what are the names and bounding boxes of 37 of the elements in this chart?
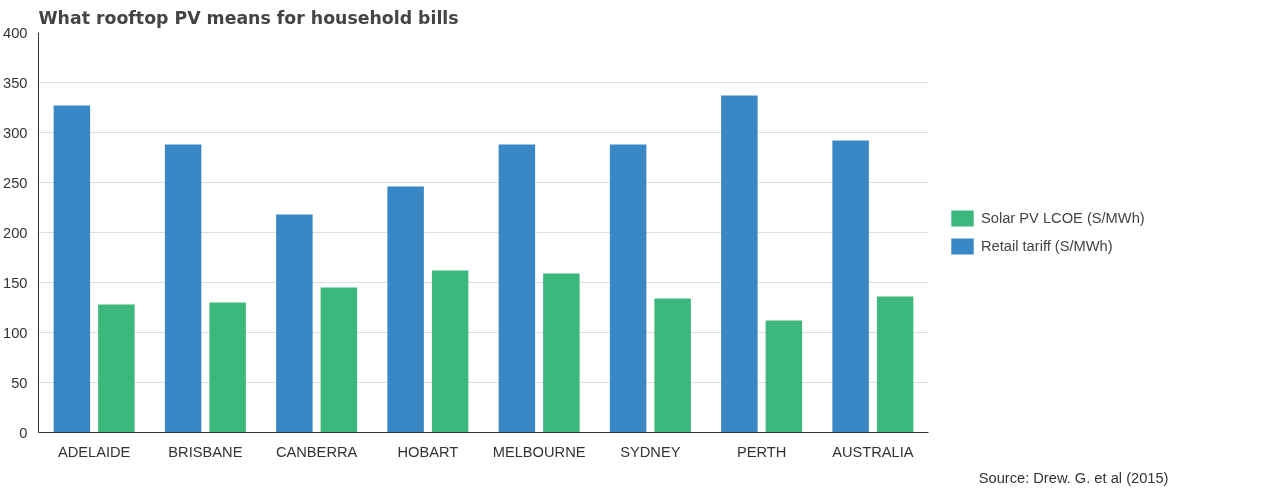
legend-label: Solar PV LCOE (S/MWh) [981, 210, 1145, 226]
x-tick-label: PERTH [736, 443, 787, 460]
bar [543, 273, 580, 433]
y-tick-label: 50 [11, 374, 28, 391]
y-tick-label: 100 [3, 324, 28, 341]
bar [53, 105, 91, 433]
bar [765, 320, 803, 433]
bar [654, 298, 691, 433]
bar [320, 287, 358, 433]
x-tick-label: AUSTRALIA [832, 443, 914, 460]
x-tick-label: BRISBANE [168, 443, 243, 460]
x-tick-label: SYDNEY [620, 443, 681, 460]
y-tick-label: 150 [3, 274, 28, 291]
bar [876, 296, 914, 433]
source-note: Source: Drew. G. et al (2015) [978, 469, 1169, 486]
bar [832, 140, 869, 433]
bar [276, 214, 313, 433]
bar [209, 302, 246, 433]
x-tick-label: MELBOURNE [492, 443, 586, 460]
bar [498, 144, 536, 433]
x-tick-label: CANBERRA [275, 443, 358, 460]
x-tick-label: HOBART [397, 443, 459, 460]
x-tick-label: ADELAIDE [57, 443, 131, 460]
y-tick-label: 250 [3, 174, 28, 191]
y-tick-label: 400 [3, 24, 28, 41]
bar [431, 270, 469, 433]
bar [721, 95, 758, 433]
bar [387, 186, 424, 433]
bar [609, 144, 647, 433]
y-tick-label: 300 [3, 124, 28, 141]
bar [164, 144, 202, 433]
y-tick-label: 0 [19, 424, 28, 441]
legend-label: Retail tariff (S/MWh) [981, 238, 1113, 254]
chart-title: What rooftop PV means for household bills [38, 7, 459, 28]
bar [98, 304, 135, 433]
y-tick-label: 350 [3, 74, 28, 91]
y-tick-label: 200 [3, 224, 28, 241]
